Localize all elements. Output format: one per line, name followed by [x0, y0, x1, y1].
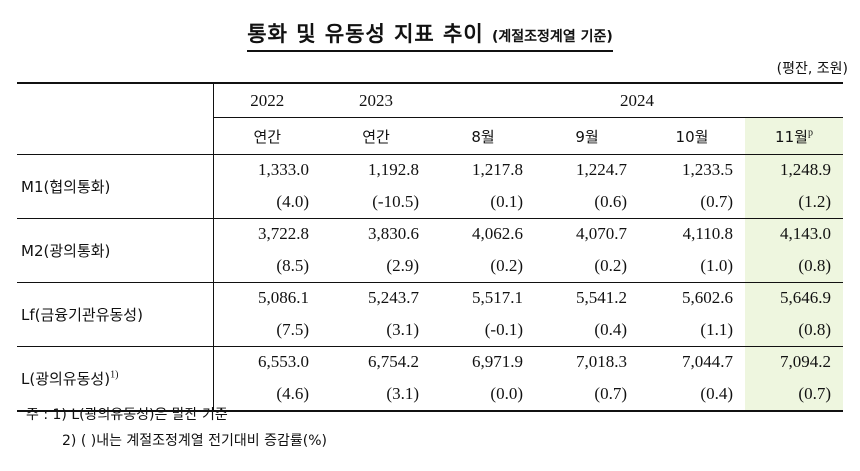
- row-m2-values: M2(광의통화) 3,722.8 3,830.6 4,062.6 4,070.7…: [17, 218, 843, 283]
- change-cell: (0.4): [700, 383, 733, 403]
- value-cell: 1,192.8: [321, 154, 431, 185]
- row-m2-changes: (8.5) (2.9) (0.2) (0.2) (1.0) (0.8): [17, 249, 843, 283]
- value-cell: 5,602.6: [639, 282, 745, 313]
- row-label-lf: Lf(금융기관유동성): [17, 282, 213, 347]
- title-wrap: 통화 및 유동성 지표 추이 (계절조정계열 기준): [0, 18, 860, 52]
- period-sep: 9월: [575, 127, 599, 146]
- value-cell: 4,110.8: [639, 218, 745, 249]
- footnote-1: 주 : 1) L(광의유동성)은 말잔 기준: [26, 407, 228, 423]
- value-cell: 4,143.0: [745, 218, 843, 249]
- value-cell: 6,971.9: [431, 346, 535, 377]
- year-2024: 2024: [431, 82, 843, 118]
- value-cell: 6,754.2: [321, 346, 431, 377]
- year-2022: 2022: [212, 82, 321, 118]
- change-cell: (0.8): [745, 249, 843, 283]
- footnotes: 주 : 1) L(광의유동성)은 말잔 기준 2) ( )내는 계절조정계열 전…: [26, 402, 327, 454]
- row-label-m2: M2(광의통화): [17, 218, 213, 283]
- value-cell: 7,044.7: [639, 346, 745, 377]
- change-cell: (8.5): [212, 249, 321, 283]
- liquidity-table: 2022 2023 2024 연간 연간 8월 9월 10월 11월p M1(협…: [17, 82, 843, 412]
- period-2023: 연간: [362, 127, 390, 146]
- row-lf-values: Lf(금융기관유동성) 5,086.1 5,243.7 5,517.1 5,54…: [17, 282, 843, 347]
- row-m1-values: M1(협의통화) 1,333.0 1,192.8 1,217.8 1,224.7…: [17, 154, 843, 219]
- value-cell: 5,646.9: [745, 282, 843, 313]
- row-label-l: L(광의유동성)1): [17, 346, 213, 411]
- header-row-years: 2022 2023 2024: [17, 82, 843, 118]
- value-cell: 1,233.5: [639, 154, 745, 185]
- change-cell: (0.7): [594, 383, 627, 403]
- period-nov: 11월p: [745, 117, 843, 155]
- change-cell: (0.2): [594, 255, 627, 275]
- change-cell: (-0.1): [484, 319, 523, 339]
- value-cell: 7,018.3: [535, 346, 639, 377]
- change-cell: (0.7): [745, 377, 843, 411]
- change-cell: (0.1): [490, 191, 523, 211]
- change-cell: (-10.5): [372, 191, 419, 211]
- year-2023: 2023: [321, 82, 431, 118]
- row-lf-changes: (7.5) (3.1) (-0.1) (0.4) (1.1) (0.8): [17, 313, 843, 347]
- value-cell: 1,224.7: [535, 154, 639, 185]
- change-cell: (0.7): [700, 191, 733, 211]
- value-cell: 5,243.7: [321, 282, 431, 313]
- value-cell: 5,541.2: [535, 282, 639, 313]
- change-cell: (2.9): [386, 255, 419, 275]
- value-cell: 1,248.9: [745, 154, 843, 185]
- value-cell: 1,333.0: [212, 154, 321, 185]
- change-cell: (3.1): [386, 319, 419, 339]
- footnote-2: 2) ( )내는 계절조정계열 전기대비 증감률(%): [62, 433, 327, 449]
- table-title: 통화 및 유동성 지표 추이 (계절조정계열 기준): [247, 18, 613, 52]
- change-cell: (4.6): [212, 377, 321, 411]
- change-cell: (7.5): [212, 313, 321, 347]
- period-2022: 연간: [212, 117, 321, 155]
- change-cell: (1.0): [700, 255, 733, 275]
- unit-label: (평잔, 조원): [776, 61, 848, 77]
- value-cell: 1,217.8: [431, 154, 535, 185]
- row-label-m1: M1(협의통화): [17, 154, 213, 219]
- value-cell: 7,094.2: [745, 346, 843, 377]
- change-cell: (1.1): [700, 319, 733, 339]
- change-cell: (0.8): [745, 313, 843, 347]
- change-cell: (0.6): [594, 191, 627, 211]
- value-cell: 4,070.7: [535, 218, 639, 249]
- table-subtitle: (계절조정계열 기준): [492, 29, 613, 45]
- period-aug: 8월: [471, 127, 495, 146]
- change-cell: (0.0): [490, 383, 523, 403]
- value-cell: 5,517.1: [431, 282, 535, 313]
- value-cell: 5,086.1: [212, 282, 321, 313]
- value-cell: 3,722.8: [212, 218, 321, 249]
- footnote-mark: 1): [110, 369, 119, 381]
- change-cell: (0.4): [594, 319, 627, 339]
- period-oct: 10월: [675, 127, 709, 146]
- prelim-mark: p: [807, 126, 813, 138]
- change-cell: (3.1): [386, 383, 419, 403]
- change-cell: (0.2): [490, 255, 523, 275]
- header-row-periods: 연간 연간 8월 9월 10월 11월p: [17, 117, 843, 155]
- value-cell: 3,830.6: [321, 218, 431, 249]
- value-cell: 6,553.0: [212, 346, 321, 377]
- row-m1-changes: (4.0) (-10.5) (0.1) (0.6) (0.7) (1.2): [17, 185, 843, 219]
- change-cell: (4.0): [212, 185, 321, 219]
- value-cell: 4,062.6: [431, 218, 535, 249]
- change-cell: (1.2): [745, 185, 843, 219]
- row-l-changes: (4.6) (3.1) (0.0) (0.7) (0.4) (0.7): [17, 377, 843, 411]
- row-l-values: L(광의유동성)1) 6,553.0 6,754.2 6,971.9 7,018…: [17, 346, 843, 411]
